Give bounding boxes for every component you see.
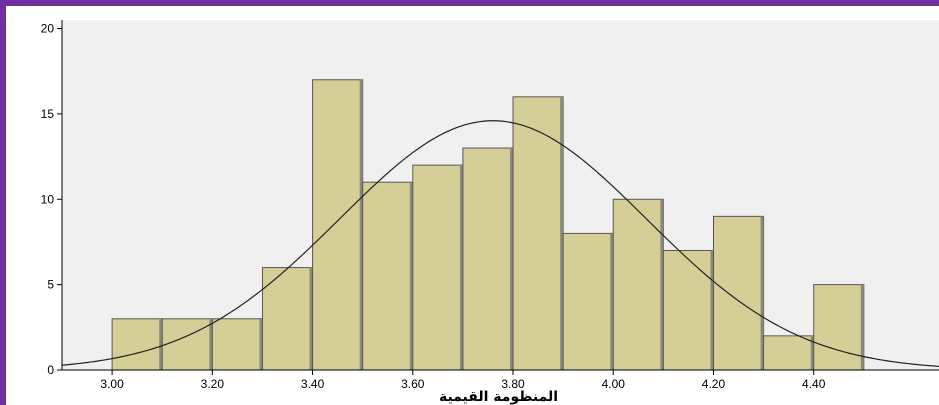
x-tick-label: 3.60 [401,377,425,391]
histogram-bar [312,79,364,371]
histogram-bar-shadow [860,284,864,370]
x-tick-label: 3.40 [301,377,325,391]
histogram-bar [111,318,163,371]
histogram-bar-shadow [159,318,163,370]
histogram-bar [211,318,263,371]
x-axis-ticks: 3.00 3.20 3.40 3.60 3.80 4.00 4.20 4.40 [100,370,826,391]
histogram-bar-shadow [359,79,363,370]
histogram-bar-shadow [259,318,263,370]
x-tick-label: 4.20 [702,377,726,391]
normal-curve [61,120,939,367]
histogram-bar-shadow [810,335,814,370]
histogram-bar [712,215,765,371]
histogram-bar [512,96,564,371]
histogram-bar [562,232,614,371]
histogram-bar-shadow [409,182,413,370]
histogram-bar [462,147,514,371]
y-tick-label: 15 [41,107,55,121]
histogram-bar-shadow [660,199,664,370]
y-tick-label: 0 [47,363,54,377]
histogram-bar-shadow [459,165,463,370]
histogram-bar-shadow [309,267,313,370]
histogram-bar-shadow [510,148,514,370]
histogram-bar-shadow [560,96,564,370]
histogram-bar [612,198,664,371]
histogram-bar [662,249,714,371]
histogram-bar-shadow [610,233,614,370]
x-tick-label: 3.00 [100,377,124,391]
histogram-bar [412,164,464,371]
histogram-bar [813,284,865,371]
x-tick-label: 3.20 [201,377,225,391]
x-axis-title: المنظومة القيمية [439,389,558,405]
y-axis-ticks: 0 5 10 15 20 [41,22,62,377]
y-tick-label: 5 [47,278,54,292]
y-tick-label: 10 [41,192,55,206]
histogram-bar-shadow [209,318,213,370]
x-tick-label: 4.00 [602,377,626,391]
x-tick-label: 4.40 [802,377,826,391]
x-tick-label: 3.80 [501,377,525,391]
histogram-bar [362,181,414,371]
histogram-bar-shadow [710,250,714,370]
histogram-bar-shadow [760,216,764,370]
histogram-bar [161,318,213,371]
histogram-bars [111,79,865,371]
frame-border-top [0,0,939,6]
frame-border-left [0,0,6,405]
histogram-bar [763,335,815,371]
y-tick-label: 20 [41,22,55,36]
